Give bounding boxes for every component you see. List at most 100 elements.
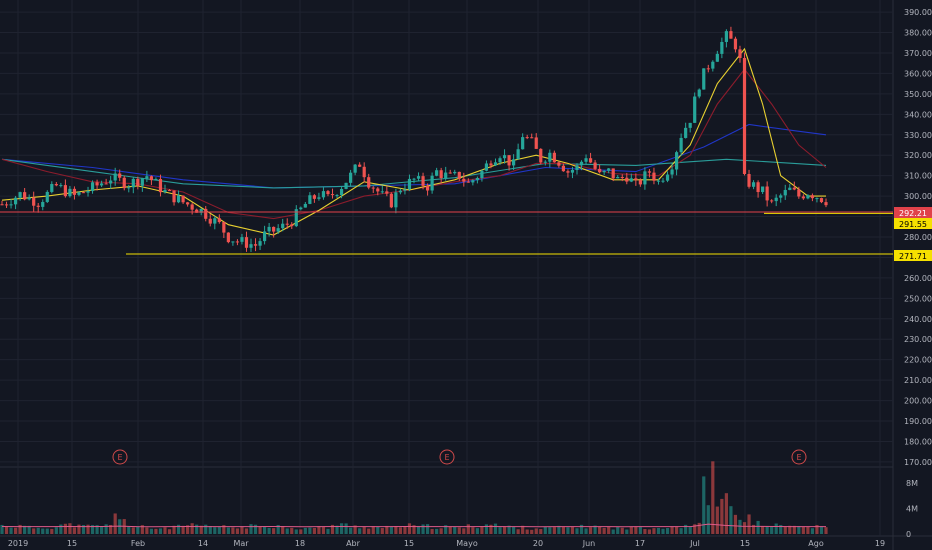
volume-bar — [824, 527, 828, 534]
volume-bar — [684, 524, 688, 534]
volume-bar — [276, 525, 280, 534]
candle-body — [140, 178, 144, 186]
candle-body — [407, 178, 412, 190]
candle-body — [68, 188, 72, 197]
volume-bar — [797, 525, 801, 534]
candle-body — [566, 171, 570, 173]
volume-bar — [742, 522, 747, 534]
axes: 390.00 380.00 370.00 360.00 350.00 340.00 330.… — [8, 8, 932, 548]
volume-bar — [339, 523, 344, 534]
candle-body — [770, 200, 774, 202]
candle-body — [620, 176, 624, 178]
candle-body — [172, 190, 176, 203]
candle-body — [23, 192, 27, 200]
volume-bar — [77, 524, 81, 534]
volume-bar — [665, 528, 670, 534]
candle-body — [240, 237, 244, 242]
volume-bar — [367, 528, 371, 534]
volume-bar — [521, 525, 525, 534]
candle-body — [706, 68, 710, 70]
volume-bar — [625, 529, 629, 534]
y-tick-label: 350.00 — [904, 90, 932, 99]
volume-bar — [584, 528, 588, 534]
candle-body — [570, 170, 575, 173]
volume-average-line — [1, 523, 826, 528]
candle-body — [36, 205, 40, 207]
candle-body — [661, 180, 665, 182]
y-tick-label: 330.00 — [904, 131, 932, 140]
volume-bar — [308, 527, 312, 534]
volume-bar — [199, 525, 203, 534]
volume-bar — [4, 526, 9, 534]
candle-body — [50, 184, 54, 192]
volume-bar — [371, 526, 375, 534]
candle-body — [317, 197, 321, 199]
volume-bar — [226, 527, 230, 534]
earnings-marker-circle — [112, 449, 128, 465]
candle-body — [688, 122, 692, 128]
candle-body — [629, 178, 633, 182]
volume-bar — [602, 527, 606, 534]
volume-bar — [131, 527, 135, 534]
candle-body — [552, 152, 556, 163]
volume-bar — [349, 527, 353, 534]
volume-tick-label: 4M — [906, 504, 918, 513]
volume-bar — [674, 526, 679, 534]
candle-body — [249, 244, 253, 248]
candle-body — [32, 197, 36, 206]
candle-body — [516, 149, 520, 160]
volume-bar — [358, 528, 362, 534]
candle-body — [303, 203, 307, 208]
volume-bar — [788, 525, 792, 534]
volume-bar — [634, 526, 638, 534]
volume-bar — [190, 523, 194, 534]
candle-body — [290, 224, 294, 227]
candle-body — [222, 222, 226, 233]
volume-bar — [344, 523, 348, 534]
candle-body — [9, 204, 13, 206]
volume-bar — [770, 526, 774, 534]
y-tick-label: 360.00 — [904, 69, 932, 78]
candle-body — [747, 174, 751, 187]
candle-body — [326, 191, 330, 195]
volume-bar — [149, 528, 154, 534]
volume-bar — [512, 526, 516, 534]
volume-bar — [145, 527, 149, 534]
candle-body — [204, 208, 208, 219]
candle-body — [72, 188, 77, 195]
volume-bar — [493, 523, 498, 534]
candles — [0, 26, 828, 252]
volume-bar — [453, 526, 457, 534]
volume-bar — [18, 524, 22, 534]
candle-body — [208, 218, 212, 224]
candle-body — [756, 182, 760, 193]
volume-bar — [59, 524, 63, 534]
candle-body — [339, 188, 344, 196]
candle-body — [810, 195, 815, 199]
volume-bar — [231, 527, 235, 534]
candle-body — [761, 186, 765, 193]
volume-bar — [50, 528, 54, 534]
price-tag-label: 292.21 — [899, 209, 927, 218]
candle-body — [231, 241, 235, 243]
candle-body — [498, 158, 502, 163]
candle-body — [4, 204, 9, 206]
volume-bar — [330, 524, 335, 534]
volume-bar — [353, 525, 357, 534]
candle-body — [63, 185, 67, 197]
volume-bar — [13, 527, 18, 534]
volume-bar — [702, 476, 706, 534]
volume-bar — [81, 525, 86, 534]
volume-bar — [425, 524, 430, 534]
y-tick-label: 200.00 — [904, 397, 932, 406]
volume-bar — [774, 523, 778, 534]
y-tick-label: 250.00 — [904, 294, 932, 303]
candle-body — [720, 41, 724, 54]
candle-body — [376, 188, 380, 192]
volume-bar — [104, 524, 108, 534]
volume-bar — [299, 529, 303, 534]
candle-body — [430, 175, 434, 191]
volume-bar — [466, 524, 470, 534]
candle-body — [145, 176, 149, 179]
volume-bar — [262, 526, 267, 534]
